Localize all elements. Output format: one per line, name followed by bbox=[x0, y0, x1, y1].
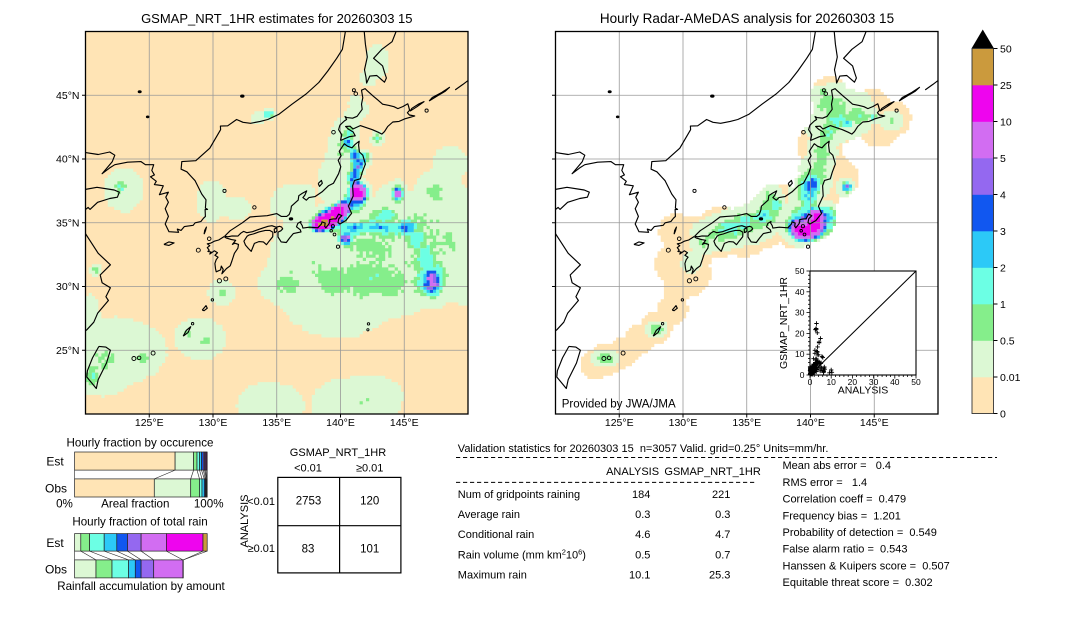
svg-text:30°N: 30°N bbox=[56, 281, 79, 293]
svg-text:<0.01: <0.01 bbox=[247, 496, 275, 508]
svg-text:Frequency bias = 1.201: Frequency bias = 1.201 bbox=[783, 510, 901, 522]
svg-text:GSMAP_NRT_1HR: GSMAP_NRT_1HR bbox=[290, 447, 386, 459]
svg-text:2: 2 bbox=[1000, 262, 1006, 274]
svg-text:0.5: 0.5 bbox=[1000, 335, 1015, 347]
svg-text:45°N: 45°N bbox=[56, 90, 79, 102]
svg-text:135°E: 135°E bbox=[732, 417, 761, 429]
svg-text:Rainfall accumulation by amoun: Rainfall accumulation by amount bbox=[57, 580, 225, 593]
svg-text:GSMAP_NRT_1HR estimates for 20: GSMAP_NRT_1HR estimates for 20260303 15 bbox=[141, 11, 412, 26]
svg-text:Probability of detection = 0.: Probability of detection = 0.549 bbox=[783, 527, 937, 539]
svg-text:145°E: 145°E bbox=[390, 417, 419, 429]
svg-text:0: 0 bbox=[1000, 408, 1006, 420]
svg-text:4.7: 4.7 bbox=[715, 529, 730, 541]
svg-text:10: 10 bbox=[1000, 116, 1012, 128]
svg-text:0: 0 bbox=[808, 377, 813, 387]
svg-text:0.7: 0.7 bbox=[715, 549, 730, 561]
svg-text:50: 50 bbox=[1000, 43, 1012, 55]
svg-text:40: 40 bbox=[890, 377, 900, 387]
svg-text:Mean abs error = 0.4: Mean abs error = 0.4 bbox=[783, 460, 892, 472]
svg-text:Average rain: Average rain bbox=[458, 509, 520, 521]
svg-text:140°E: 140°E bbox=[796, 417, 825, 429]
svg-text:130°E: 130°E bbox=[199, 417, 228, 429]
svg-text:ANALYSIS: ANALYSIS bbox=[606, 466, 659, 478]
svg-text:0.3: 0.3 bbox=[715, 509, 730, 521]
svg-text:10: 10 bbox=[795, 349, 805, 359]
svg-text:Hourly fraction of total rain: Hourly fraction of total rain bbox=[72, 516, 207, 529]
svg-text:Obs: Obs bbox=[45, 481, 67, 495]
svg-text:Provided by JWA/JMA: Provided by JWA/JMA bbox=[562, 399, 676, 411]
svg-text:Est: Est bbox=[46, 536, 64, 550]
svg-text:RMS error = 1.4: RMS error = 1.4 bbox=[783, 477, 868, 489]
svg-text:125°E: 125°E bbox=[605, 417, 634, 429]
svg-text:140°E: 140°E bbox=[326, 417, 355, 429]
svg-text:25: 25 bbox=[1000, 80, 1012, 92]
svg-text:120: 120 bbox=[360, 496, 379, 508]
svg-text:4: 4 bbox=[1000, 189, 1006, 201]
svg-text:≥0.01: ≥0.01 bbox=[248, 543, 275, 555]
svg-text:10.1: 10.1 bbox=[629, 569, 650, 581]
svg-text:0: 0 bbox=[800, 370, 805, 380]
svg-text:0.3: 0.3 bbox=[635, 509, 650, 521]
svg-text:Hourly Radar-AMeDAS analysis f: Hourly Radar-AMeDAS analysis for 2026030… bbox=[600, 11, 894, 26]
svg-text:40: 40 bbox=[795, 287, 805, 297]
svg-text:145°E: 145°E bbox=[860, 417, 889, 429]
svg-text:20: 20 bbox=[795, 328, 805, 338]
svg-text:25°N: 25°N bbox=[56, 345, 79, 357]
svg-text:25.3: 25.3 bbox=[709, 569, 730, 581]
svg-text:50: 50 bbox=[911, 377, 921, 387]
svg-text:4.6: 4.6 bbox=[635, 529, 650, 541]
svg-text:50: 50 bbox=[795, 266, 805, 276]
svg-text:ANALYSIS: ANALYSIS bbox=[239, 495, 251, 548]
svg-text:101: 101 bbox=[360, 543, 379, 555]
svg-text:Num of gridpoints raining: Num of gridpoints raining bbox=[458, 489, 580, 501]
svg-text:Areal fraction: Areal fraction bbox=[101, 498, 169, 511]
svg-text:ANALYSIS: ANALYSIS bbox=[838, 385, 889, 397]
svg-text:Hanssen & Kuipers score = 0.5: Hanssen & Kuipers score = 0.507 bbox=[783, 560, 950, 572]
svg-text:Maximum rain: Maximum rain bbox=[458, 569, 527, 581]
svg-text:Obs: Obs bbox=[45, 563, 67, 577]
svg-text:Correlation coeff = 0.479: Correlation coeff = 0.479 bbox=[783, 494, 907, 506]
svg-text:GSMAP_NRT_1HR: GSMAP_NRT_1HR bbox=[664, 466, 760, 478]
svg-text:Conditional rain: Conditional rain bbox=[458, 529, 534, 541]
svg-text:5: 5 bbox=[1000, 153, 1006, 165]
svg-text:≥0.01: ≥0.01 bbox=[356, 462, 383, 474]
svg-text:184: 184 bbox=[632, 489, 650, 501]
svg-text:1: 1 bbox=[1000, 299, 1006, 311]
svg-text:0.01: 0.01 bbox=[1000, 372, 1021, 384]
svg-text:Equitable threat score = 0.30: Equitable threat score = 0.302 bbox=[783, 577, 933, 589]
svg-text:Rain volume (mm km2106): Rain volume (mm km2106) bbox=[458, 547, 586, 561]
svg-text:3: 3 bbox=[1000, 226, 1006, 238]
svg-text:100%: 100% bbox=[194, 498, 224, 511]
svg-text:221: 221 bbox=[712, 489, 730, 501]
svg-text:40°N: 40°N bbox=[56, 154, 79, 166]
svg-text:False alarm ratio = 0.543: False alarm ratio = 0.543 bbox=[783, 544, 908, 556]
svg-text:Est: Est bbox=[46, 455, 64, 469]
svg-text:125°E: 125°E bbox=[135, 417, 164, 429]
svg-text:10: 10 bbox=[826, 377, 836, 387]
svg-text:83: 83 bbox=[302, 543, 315, 555]
svg-text:2753: 2753 bbox=[296, 496, 322, 508]
svg-text:30: 30 bbox=[795, 308, 805, 318]
svg-text:Hourly fraction by occurence: Hourly fraction by occurence bbox=[67, 437, 214, 450]
svg-text:0.5: 0.5 bbox=[635, 549, 650, 561]
svg-text:<0.01: <0.01 bbox=[294, 462, 322, 474]
svg-text:Validation statistics for 2026: Validation statistics for 20260303 15 n=… bbox=[458, 443, 829, 455]
svg-text:0%: 0% bbox=[56, 498, 73, 511]
svg-text:35°N: 35°N bbox=[56, 217, 79, 229]
svg-text:GSMAP_NRT_1HR: GSMAP_NRT_1HR bbox=[778, 277, 790, 369]
svg-text:130°E: 130°E bbox=[669, 417, 698, 429]
svg-text:135°E: 135°E bbox=[262, 417, 291, 429]
